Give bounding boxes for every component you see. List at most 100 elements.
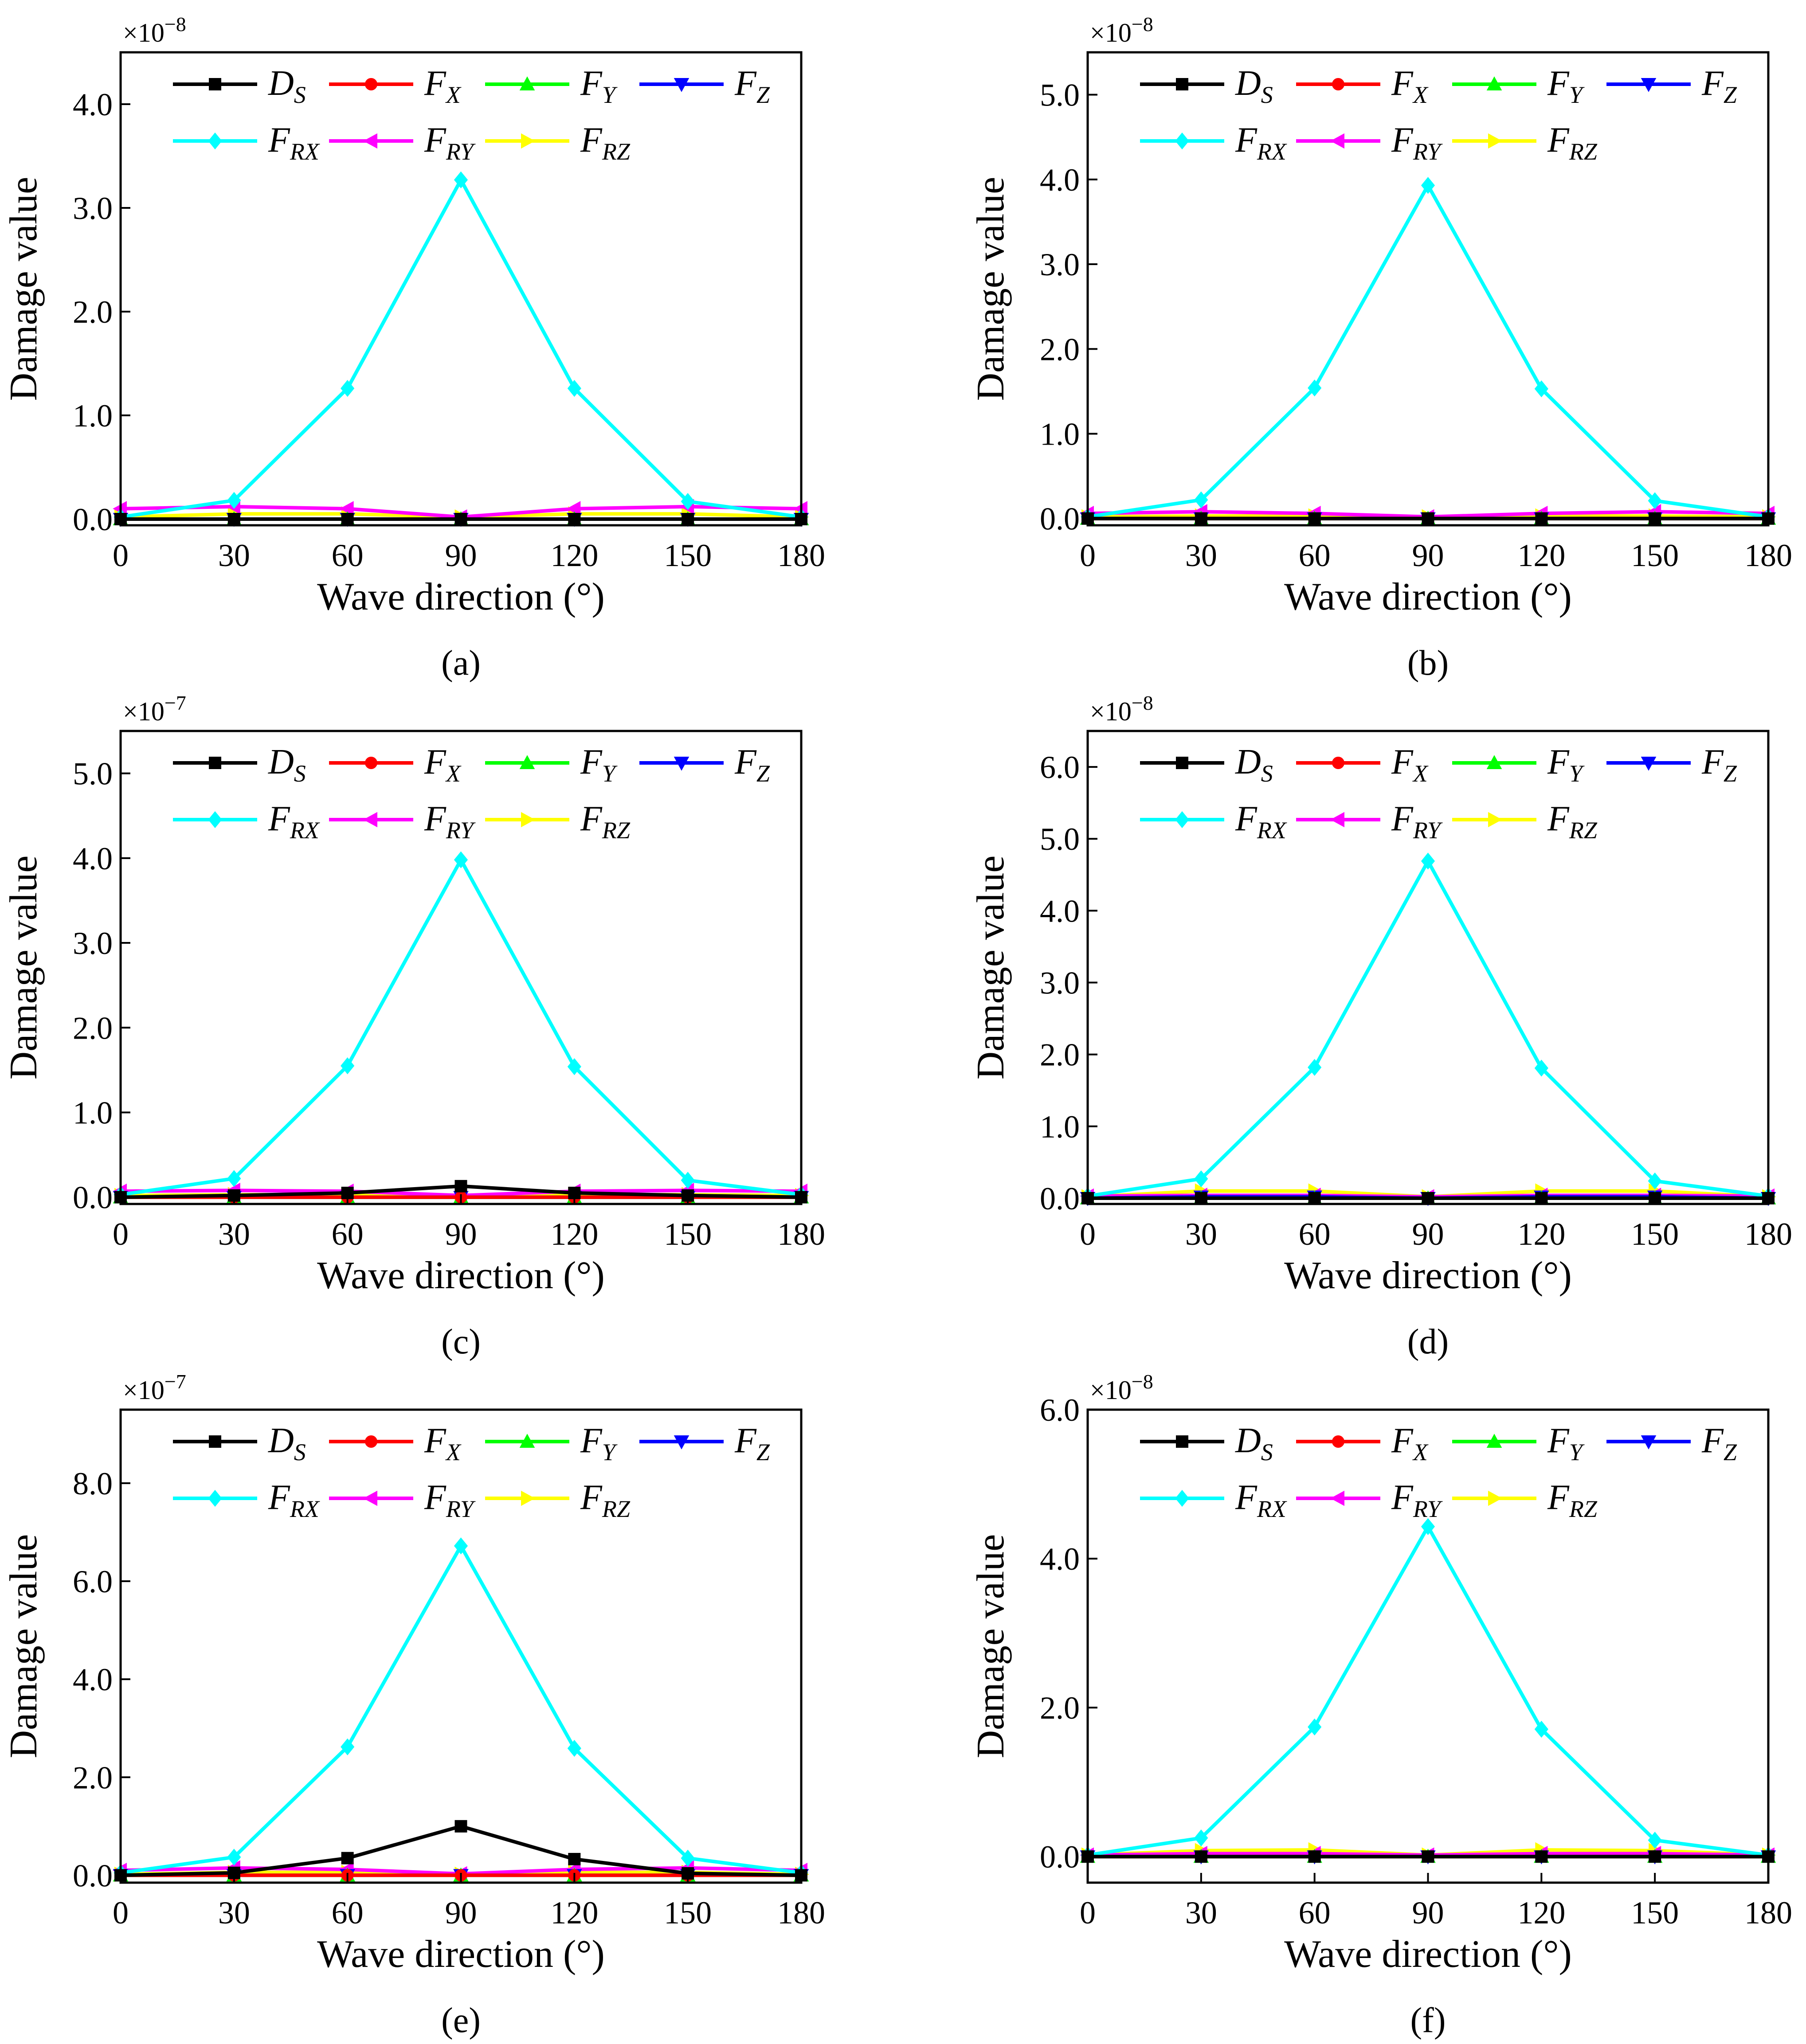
legend-marker xyxy=(209,757,221,769)
x-tick-label: 60 xyxy=(1299,1895,1331,1931)
legend-marker xyxy=(1330,1490,1344,1506)
legend-entry-ds: DS xyxy=(173,1421,306,1466)
plot-frame xyxy=(1086,730,1770,1205)
y-multiplier: ×10−7 xyxy=(123,1370,186,1405)
legend-entry-fy: FY xyxy=(485,1421,618,1466)
data-point xyxy=(1308,379,1322,397)
legend-label-subscript: RZ xyxy=(602,817,631,844)
legend-label: FZ xyxy=(1701,1421,1737,1466)
series-frx xyxy=(114,851,808,1204)
data-point xyxy=(1308,1718,1322,1735)
legend-marker xyxy=(1641,78,1657,92)
legend-label-main: D xyxy=(1235,1421,1261,1460)
legend-label: FRZ xyxy=(1547,1478,1598,1522)
legend-label-subscript: RX xyxy=(1257,817,1287,844)
legend-label: DS xyxy=(1235,1421,1273,1466)
legend-entry-fz: FZ xyxy=(1606,64,1737,108)
data-point xyxy=(454,851,468,868)
y-tick-label: 2.0 xyxy=(73,1010,113,1046)
y-tick-label: 1.0 xyxy=(73,398,113,434)
legend-entry-fz: FZ xyxy=(639,64,770,108)
legend-label: DS xyxy=(268,743,306,787)
legend-entry-fz: FZ xyxy=(639,1421,770,1466)
x-tick-label: 30 xyxy=(218,1216,250,1252)
legend-label-main: D xyxy=(268,1421,294,1460)
legend-label-main: F xyxy=(734,64,757,103)
legend-entry-frz: FRZ xyxy=(1452,121,1598,165)
legend-label-subscript: Y xyxy=(602,82,618,108)
chart-panel-b: 0 30 60 90 120 150 180 0.0 1.0 2.0 3.0 4.0 5.0 ×10−8 W… xyxy=(969,13,1792,683)
x-tick-label: 60 xyxy=(1299,538,1331,573)
legend-marker xyxy=(1332,1435,1344,1448)
legend-label: FRX xyxy=(268,799,320,844)
data-point xyxy=(341,1057,355,1075)
y-multiplier-exponent: −8 xyxy=(1132,1370,1153,1393)
y-tick-label: 6.0 xyxy=(1040,750,1080,785)
data-point xyxy=(567,379,581,397)
series-line xyxy=(1087,184,1769,519)
legend-label: FX xyxy=(424,743,462,787)
legend-label-main: F xyxy=(1547,64,1570,103)
data-point xyxy=(681,493,695,510)
legend-entry-fx: FX xyxy=(1296,1421,1429,1466)
panel-label: (c) xyxy=(441,1322,481,1361)
plot-frame xyxy=(119,1408,803,1884)
data-point xyxy=(454,1537,468,1555)
data-point xyxy=(1649,1850,1661,1863)
y-axis-label: Damage value xyxy=(969,856,1012,1080)
legend-marker xyxy=(363,812,377,828)
legend-marker xyxy=(1486,755,1502,769)
legend-label: FX xyxy=(424,1421,462,1466)
legend-label-main: F xyxy=(268,121,290,160)
legend-label-subscript: RZ xyxy=(602,1496,631,1522)
y-tick-label: 4.0 xyxy=(1040,1541,1080,1577)
data-point xyxy=(1534,380,1548,398)
data-point xyxy=(1308,1850,1321,1863)
plot-frame xyxy=(119,730,803,1205)
x-tick-label: 180 xyxy=(1744,538,1792,573)
y-tick-label: 2.0 xyxy=(73,1760,113,1795)
x-tick-label: 60 xyxy=(1299,1216,1331,1252)
plot-frame xyxy=(1086,51,1770,527)
x-tick-label: 120 xyxy=(550,1216,598,1252)
legend-label-subscript: S xyxy=(294,82,306,108)
data-point xyxy=(339,501,354,516)
legend-marker xyxy=(1486,1434,1502,1448)
y-tick-label: 1.0 xyxy=(1040,1109,1080,1145)
legend-marker xyxy=(1175,811,1189,829)
legend-entry-fy: FY xyxy=(485,64,618,108)
series-frx xyxy=(1081,1518,1775,1864)
y-multiplier-exponent: −8 xyxy=(165,13,186,35)
y-multiplier-exponent: −7 xyxy=(165,692,186,714)
legend-entry-fx: FX xyxy=(329,1421,462,1466)
legend-label-subscript: S xyxy=(1261,82,1273,108)
legend-label: FRY xyxy=(1391,121,1443,165)
data-point xyxy=(1648,1172,1662,1190)
legend-label-subscript: RZ xyxy=(1569,138,1598,165)
y-axis-label: Damage value xyxy=(969,1534,1012,1759)
x-axis-label: Wave direction (°) xyxy=(1284,1933,1572,1976)
data-point xyxy=(1535,1850,1548,1863)
legend-entry-fz: FZ xyxy=(1606,743,1737,787)
legend-label-subscript: RY xyxy=(1413,1496,1443,1522)
legend-entry-frz: FRZ xyxy=(485,121,631,165)
x-tick-label: 180 xyxy=(777,1895,825,1931)
legend-marker xyxy=(521,133,535,149)
legend-label-main: F xyxy=(734,743,757,782)
legend-label: FRX xyxy=(268,121,320,165)
legend-marker xyxy=(1175,132,1189,150)
legend-marker xyxy=(1176,78,1188,90)
legend-marker xyxy=(208,1489,222,1507)
legend-marker xyxy=(674,78,689,92)
x-tick-label: 0 xyxy=(113,1895,129,1931)
y-tick-label: 8.0 xyxy=(73,1466,113,1501)
legend-entry-fry: FRY xyxy=(1296,121,1443,165)
legend-label: FZ xyxy=(1701,64,1737,108)
y-tick-label: 4.0 xyxy=(73,87,113,122)
legend-label: FRY xyxy=(424,121,476,165)
legend-entry-fry: FRY xyxy=(329,1478,476,1522)
legend-label-subscript: S xyxy=(1261,760,1273,787)
legend-entry-fy: FY xyxy=(1452,64,1585,108)
